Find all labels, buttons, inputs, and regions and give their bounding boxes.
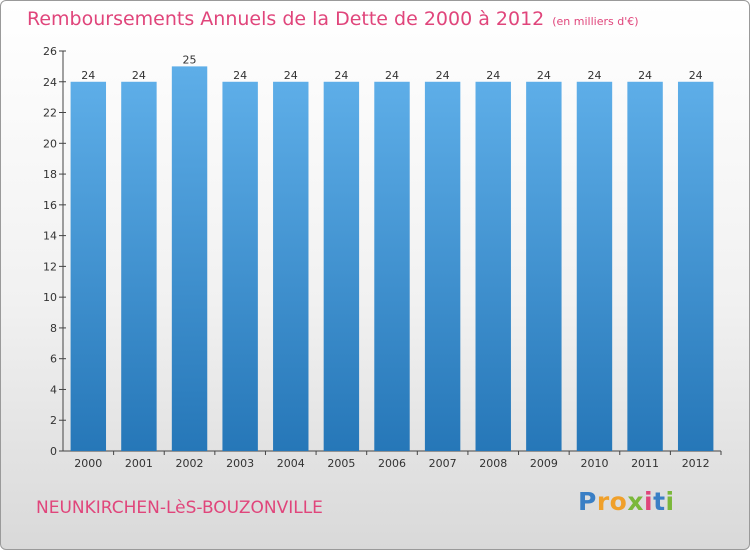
data-label-2003: 24 — [233, 69, 247, 82]
data-label-2002: 25 — [183, 53, 197, 66]
y-tick-label: 0 — [50, 445, 57, 458]
x-tick-label-2001: 2001 — [125, 457, 153, 470]
bar-2005 — [323, 81, 360, 452]
bar-2002 — [171, 66, 208, 451]
y-tick-label: 2 — [50, 414, 57, 427]
data-label-2006: 24 — [385, 69, 399, 82]
logo-letter: x — [627, 487, 644, 516]
x-tick-label-2003: 2003 — [226, 457, 254, 470]
x-tick-label-2011: 2011 — [631, 457, 659, 470]
data-label-2007: 24 — [436, 69, 450, 82]
data-label-2004: 24 — [284, 69, 298, 82]
bar-2012 — [677, 81, 714, 452]
logo-letter: i — [665, 487, 675, 516]
proxiti-logo[interactable]: Proxiti — [578, 487, 675, 516]
bar-2011 — [627, 81, 663, 452]
y-tick-label: 18 — [43, 168, 57, 181]
y-tick-label: 6 — [50, 353, 57, 366]
logo-letter: i — [644, 487, 654, 516]
bar-2007 — [424, 81, 461, 452]
bar-2001 — [121, 81, 157, 452]
chart-title: Remboursements Annuels de la Dette de 20… — [27, 8, 639, 30]
y-tick-label: 8 — [50, 322, 57, 335]
logo-letter: r — [596, 487, 610, 516]
bar-2003 — [222, 81, 258, 452]
title-unit: (en milliers d'€) — [552, 15, 639, 28]
commune-name: NEUNKIRCHEN-LèS-BOUZONVILLE — [36, 498, 323, 518]
data-label-2012: 24 — [689, 69, 703, 82]
bar-2010 — [576, 81, 613, 452]
x-tick-label-2012: 2012 — [682, 457, 710, 470]
logo-letter: o — [609, 487, 628, 516]
y-tick-label: 22 — [43, 107, 57, 120]
y-tick-label: 26 — [43, 45, 57, 58]
bar-2004 — [273, 81, 309, 452]
data-label-2010: 24 — [587, 69, 601, 82]
data-label-2009: 24 — [537, 69, 551, 82]
y-tick-label: 20 — [43, 137, 57, 150]
x-tick-label-2008: 2008 — [479, 457, 507, 470]
data-label-2001: 24 — [132, 69, 146, 82]
x-tick-label-2009: 2009 — [530, 457, 558, 470]
y-tick-label: 14 — [43, 230, 57, 243]
data-label-2008: 24 — [486, 69, 500, 82]
y-tick-label: 4 — [50, 383, 57, 396]
logo-letter: P — [578, 487, 597, 516]
title-main: Remboursements Annuels de la Dette de 20… — [27, 8, 545, 30]
bar-2006 — [374, 81, 410, 452]
x-tick-label-2010: 2010 — [580, 457, 608, 470]
y-tick-label: 24 — [43, 76, 57, 89]
x-tick-label-2005: 2005 — [327, 457, 355, 470]
bar-2008 — [475, 81, 511, 452]
bars: 24 24 25 24 24 24 24 24 24 24 24 24 24 — [70, 53, 714, 452]
x-tick-label-2007: 2007 — [429, 457, 457, 470]
data-label-2000: 24 — [81, 69, 95, 82]
y-tick-label: 12 — [43, 260, 57, 273]
data-label-2005: 24 — [334, 69, 348, 82]
x-axis: 2000 2001 2002 2003 2004 2005 2006 2007 2008 2009… — [63, 450, 722, 470]
x-tick-label-2002: 2002 — [176, 457, 204, 470]
data-label-2011: 24 — [638, 69, 652, 82]
y-tick-label: 16 — [43, 199, 57, 212]
x-tick-label-2004: 2004 — [277, 457, 305, 470]
bar-2000 — [70, 81, 107, 452]
logo-letter: t — [653, 487, 666, 516]
x-tick-label-2000: 2000 — [74, 457, 102, 470]
bar-2009 — [526, 81, 562, 452]
x-tick-label-2006: 2006 — [378, 457, 406, 470]
y-tick-label: 10 — [43, 291, 57, 304]
